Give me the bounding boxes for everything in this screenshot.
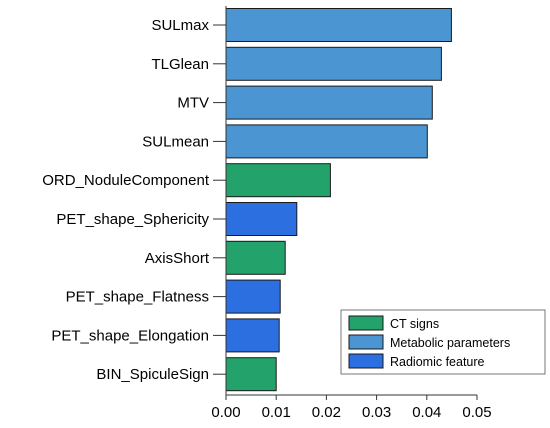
x-tick-label: 0.02 xyxy=(312,404,341,421)
category-label-ord-nodulecomponent: ORD_NoduleComponent xyxy=(42,172,210,189)
bar-tlglean xyxy=(225,46,442,81)
category-label-tlglean: TLGlean xyxy=(151,56,209,73)
legend-swatch-metabolic-parameters xyxy=(348,334,384,350)
bar-pet-shape-sphericity xyxy=(225,202,298,236)
bar-ord-nodulecomponent xyxy=(225,163,331,198)
bar-sulmean xyxy=(225,124,428,159)
x-tick-label: 0.04 xyxy=(412,404,441,421)
category-label-bin-spiculesign: BIN_SpiculeSign xyxy=(96,366,209,383)
bar-pet-shape-flatness xyxy=(225,279,281,314)
category-labels: SULmax TLGlean MTV SULmean ORD_NoduleCompone… xyxy=(42,17,226,383)
category-label-mtv: MTV xyxy=(177,95,209,112)
category-label-sulmax: SULmax xyxy=(151,17,209,34)
x-tick-label: 0.03 xyxy=(362,404,391,421)
legend: CT signs Metabolic parameters Radiomic fea… xyxy=(340,309,546,375)
x-tick-label: 0.00 xyxy=(211,404,240,421)
bar-mtv xyxy=(225,85,433,120)
bar-axisshort xyxy=(225,240,286,275)
bar-sulmax xyxy=(225,8,452,42)
legend-label-metabolic-parameters: Metabolic parameters xyxy=(390,336,510,350)
category-label-pet-shape-elongation: PET_shape_Elongation xyxy=(51,327,209,344)
category-label-pet-shape-flatness: PET_shape_Flatness xyxy=(66,289,209,306)
legend-label-radiomic-feature: Radiomic feature xyxy=(390,355,485,369)
category-label-pet-shape-sphericity: PET_shape_Sphericity xyxy=(56,211,209,228)
legend-label-ct-signs: CT signs xyxy=(390,317,439,331)
category-label-axisshort: AxisShort xyxy=(145,250,210,267)
bars-layer xyxy=(225,8,452,392)
x-axis: 0.00 0.01 0.02 0.03 0.04 0.05 xyxy=(211,6,492,421)
category-label-sulmean: SULmean xyxy=(142,133,209,150)
legend-swatch-radiomic-feature xyxy=(348,353,384,369)
legend-swatch-ct-signs xyxy=(348,315,384,331)
x-tick-label: 0.05 xyxy=(462,404,491,421)
bar-pet-shape-elongation xyxy=(225,318,280,353)
bar-bin-spiculesign xyxy=(225,357,277,392)
x-tick-label: 0.01 xyxy=(262,404,291,421)
